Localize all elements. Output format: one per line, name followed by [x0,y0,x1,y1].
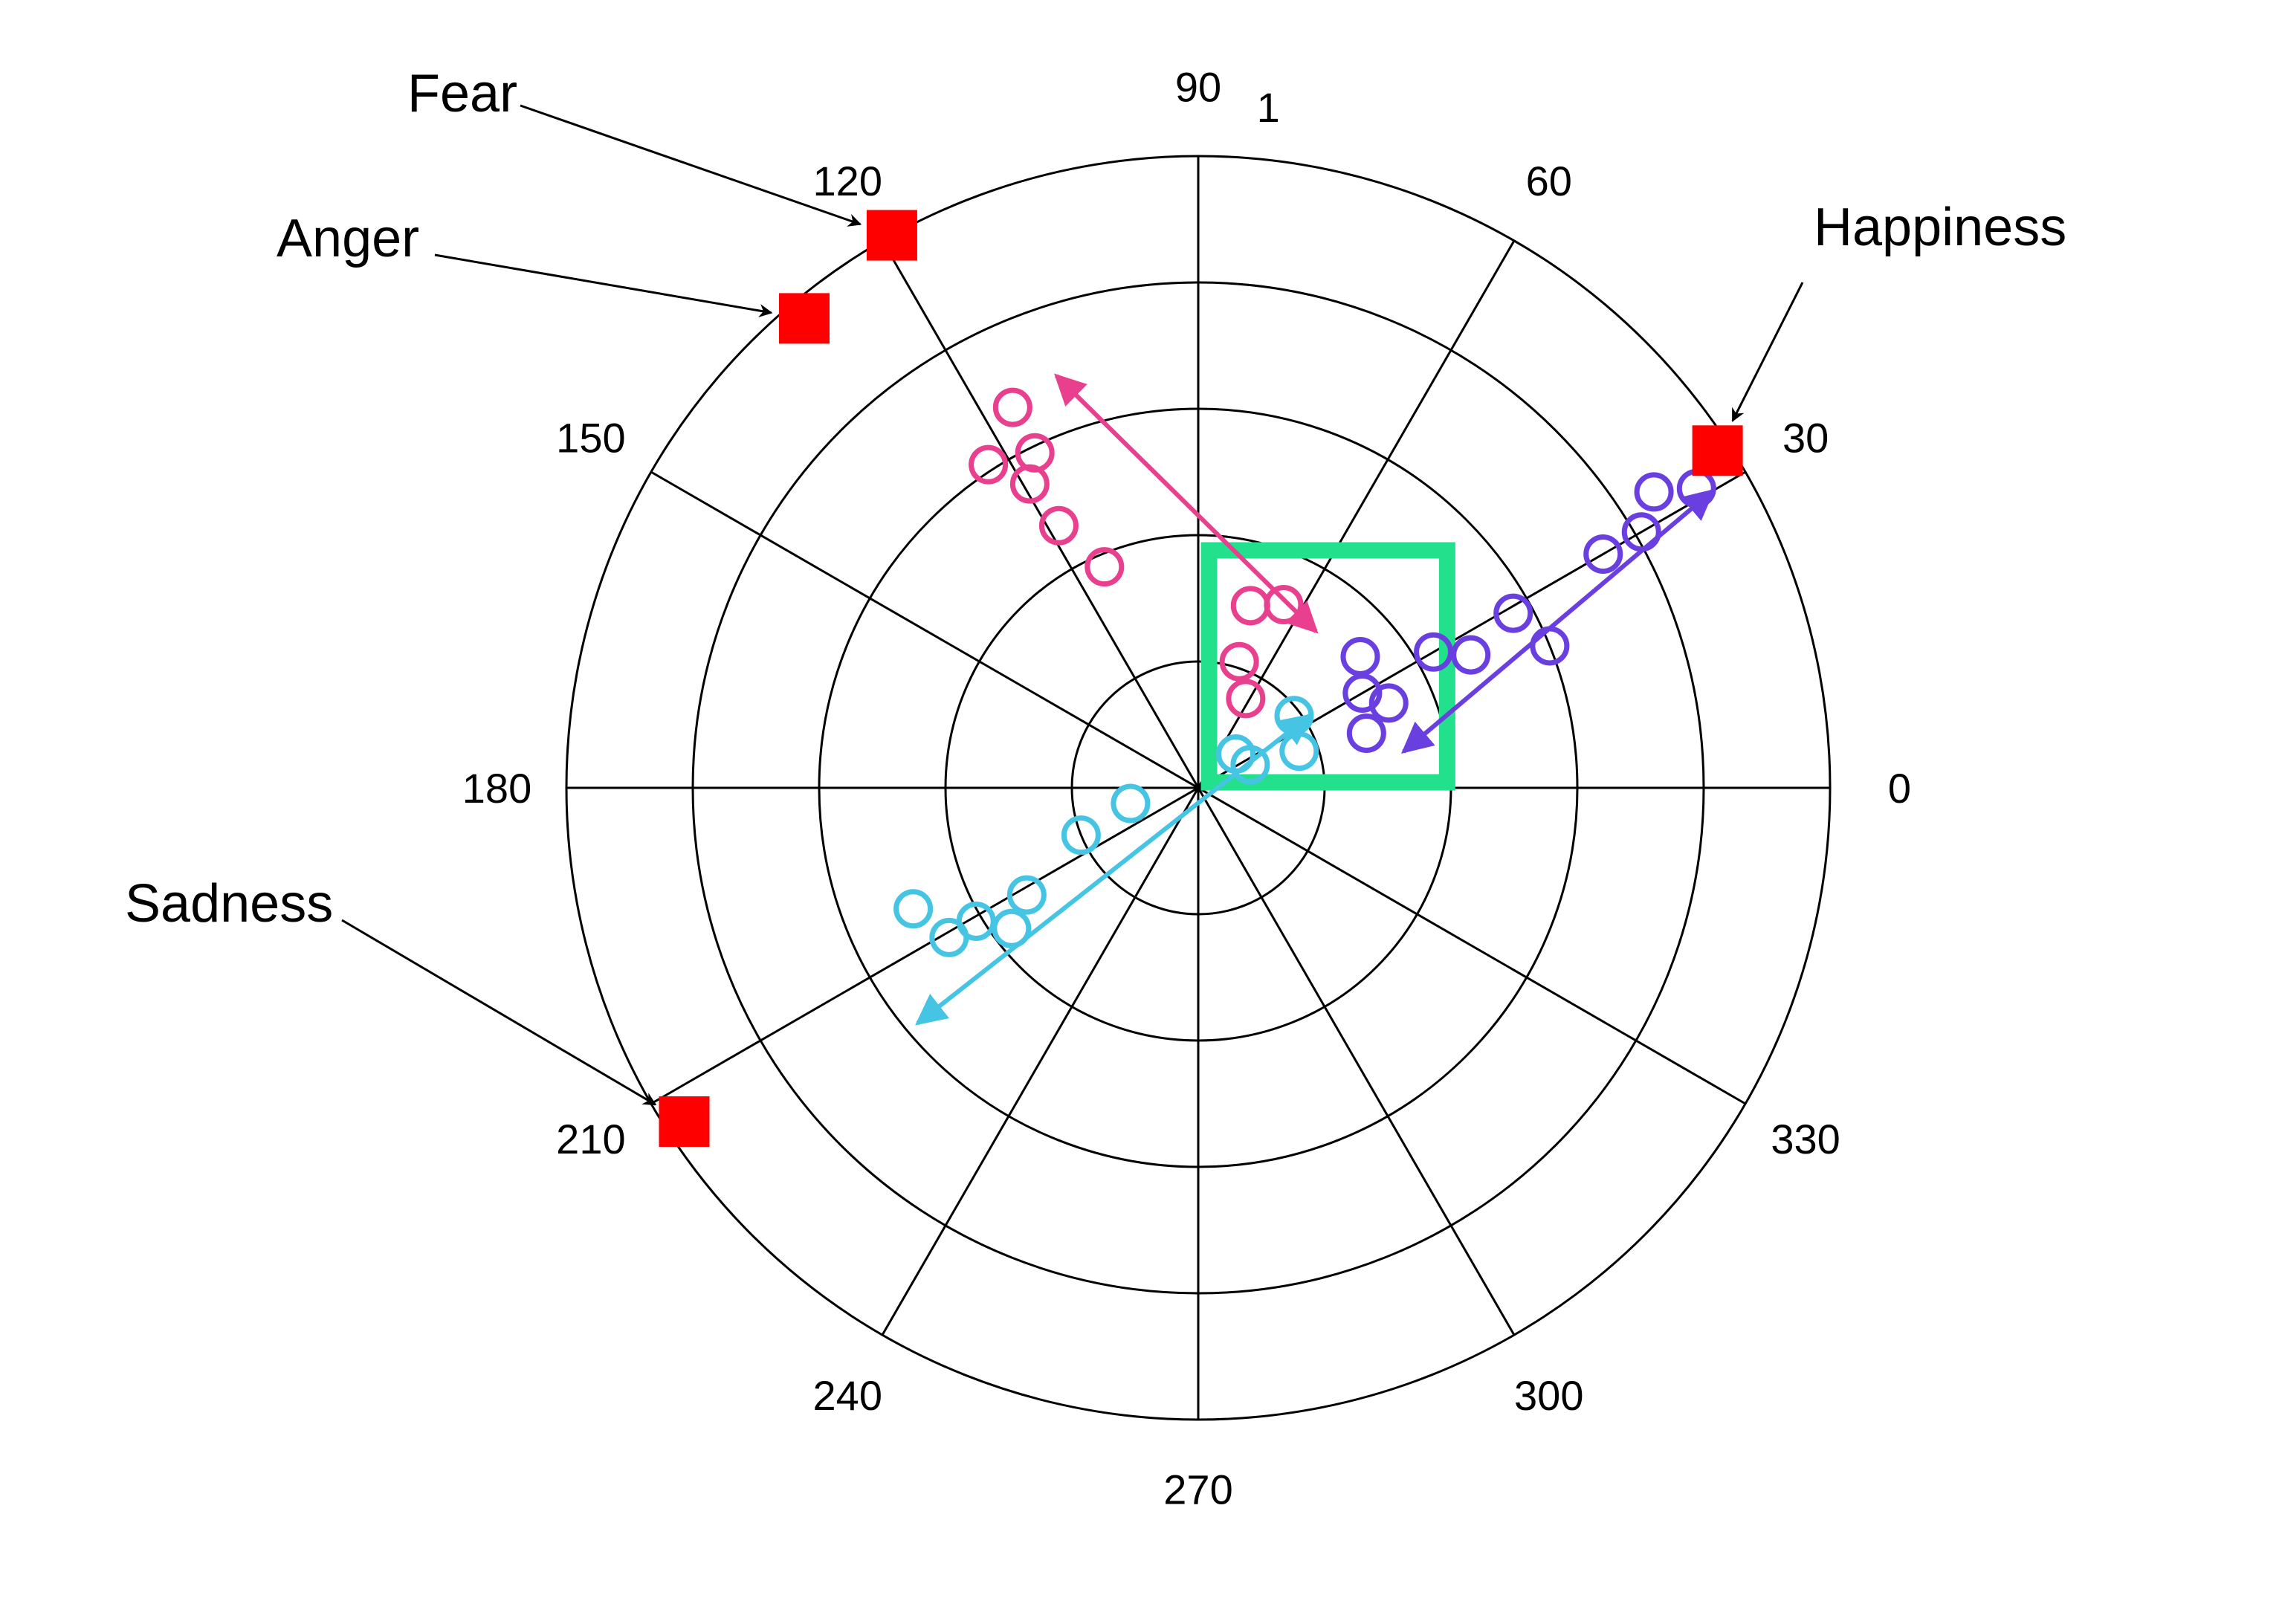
data-point [1111,783,1151,824]
angle-tick-label: 210 [556,1116,625,1162]
data-point [1493,593,1533,633]
angle-tick-label: 90 [1175,64,1221,111]
data-point [1085,547,1125,587]
emotion-marker [659,1096,710,1148]
emotion-pointer [1731,282,1804,422]
radial-tick-labels: 1 [1257,84,1280,131]
data-point [1340,636,1380,676]
angle-tick-label: 270 [1163,1466,1232,1513]
series-arrow [1054,373,1319,634]
data-point [1038,505,1079,546]
data-point [1368,683,1409,723]
emotion-pointer [341,919,657,1106]
polar-grid [565,155,1832,1421]
data-point [1583,534,1623,574]
data-point [1009,464,1050,504]
series-layer [893,373,1716,1026]
data-point [1346,713,1386,753]
data-point [1621,512,1661,552]
angle-tick-label: 150 [556,414,625,461]
emotion-label: Anger [277,209,419,268]
emotion-label: Fear [407,64,517,123]
data-point [1219,641,1259,682]
angle-tick-label: 30 [1782,414,1829,461]
emotion-label: Sadness [125,874,333,934]
data-point [969,444,1009,485]
angle-tick-label: 60 [1526,158,1572,204]
data-point [1230,586,1270,626]
data-point [1279,731,1319,771]
angle-tick-label: 180 [462,765,531,812]
data-point [1226,679,1266,719]
emotion-marker [779,293,830,344]
emotion-label: Happiness [1814,198,2066,257]
data-point [893,889,934,929]
data-point [1006,875,1047,915]
radial-tick-label: 1 [1257,84,1280,131]
data-point [1342,673,1383,713]
angle-tick-label: 120 [813,158,882,204]
series-arrow [1401,488,1716,754]
emotion-marker [866,210,917,261]
emotion-markers: Fear Anger Happiness Sadness [125,64,2066,1148]
data-point [1230,745,1270,785]
angle-tick-label: 0 [1888,765,1911,812]
data-point [1530,626,1570,666]
data-point [1414,632,1454,672]
angle-tick-labels: 0 30 60 90 120 150 180 210 240 270 300 330 [462,64,1911,1513]
data-point [1634,472,1674,512]
angle-tick-label: 300 [1514,1372,1583,1419]
data-point [1061,815,1101,855]
emotion-pointer [520,104,862,227]
angle-tick-label: 330 [1771,1116,1840,1162]
emotion-marker [1692,425,1743,476]
data-point [1264,584,1304,624]
angle-tick-label: 240 [813,1372,882,1419]
data-point [992,387,1032,427]
data-point [1451,635,1491,675]
emotion-pointer [434,253,773,317]
data-point [992,908,1032,948]
